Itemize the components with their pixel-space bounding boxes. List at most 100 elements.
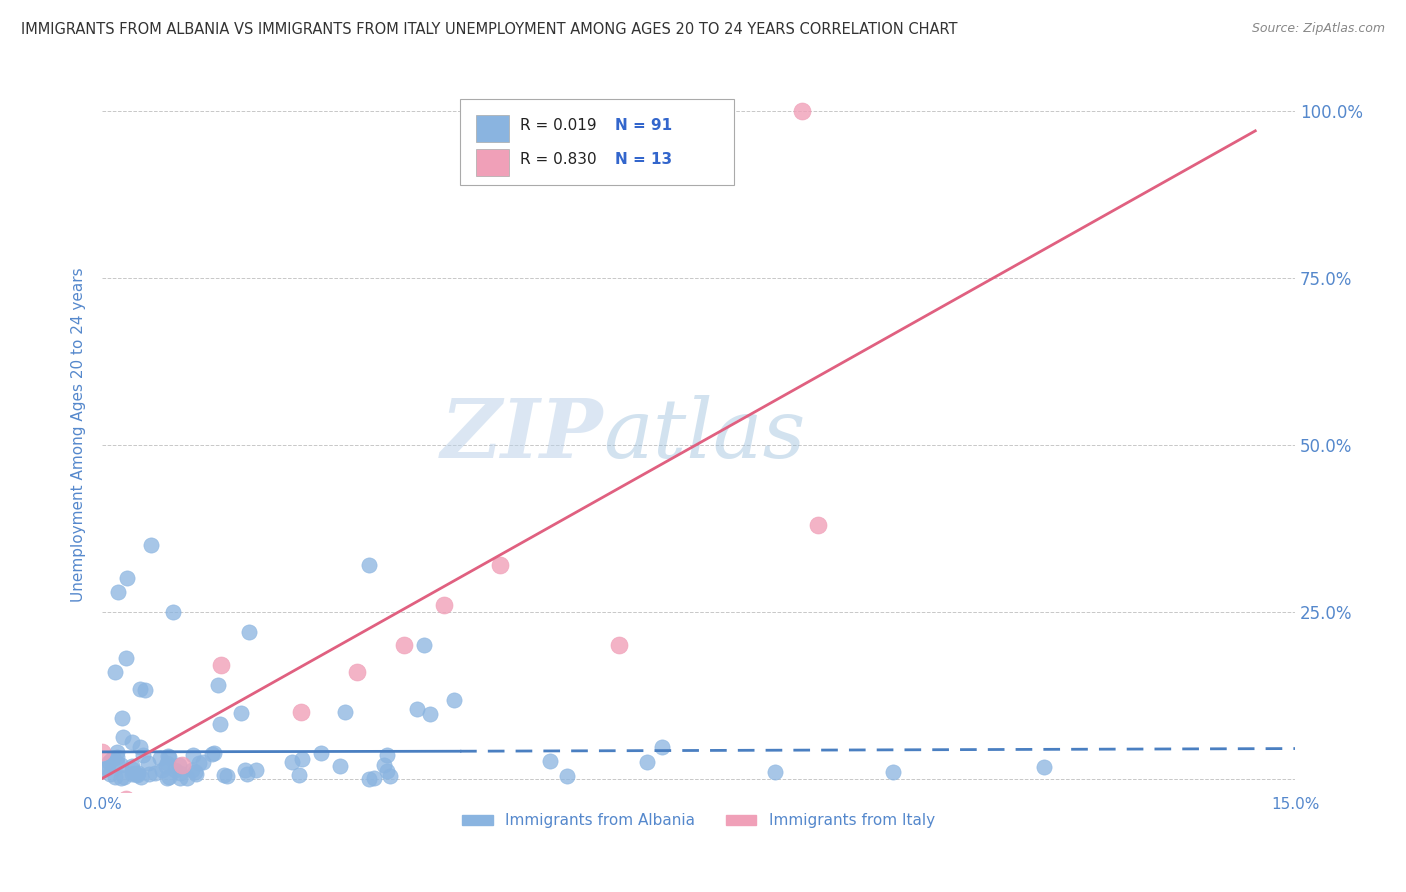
Text: R = 0.019: R = 0.019	[520, 118, 596, 133]
Point	[104, 771, 127, 785]
Point	[159, 770, 181, 784]
Point	[346, 665, 368, 679]
Point	[129, 770, 152, 784]
Point	[115, 791, 138, 805]
Point	[538, 754, 561, 768]
Point	[405, 702, 427, 716]
Point	[125, 766, 148, 780]
Point	[105, 745, 128, 759]
Point	[129, 681, 152, 696]
Point	[138, 766, 160, 780]
Point	[125, 767, 148, 781]
Point	[763, 764, 786, 779]
Point	[250, 805, 273, 819]
Point	[333, 705, 356, 719]
Point	[651, 740, 673, 755]
Point	[139, 538, 162, 552]
Point	[121, 762, 143, 776]
Point	[100, 752, 122, 766]
Point	[121, 758, 143, 772]
Point	[245, 763, 267, 777]
Text: N = 91: N = 91	[614, 118, 672, 133]
Point	[184, 765, 207, 780]
Point	[357, 558, 380, 572]
Point	[165, 763, 187, 777]
Point	[790, 103, 813, 118]
Point	[375, 748, 398, 763]
Point	[169, 766, 191, 780]
Point	[181, 763, 204, 777]
Point	[134, 682, 156, 697]
Point	[107, 584, 129, 599]
Point	[309, 746, 332, 760]
Text: atlas: atlas	[603, 394, 806, 475]
Point	[111, 731, 134, 745]
Point	[129, 739, 152, 754]
Point	[101, 751, 124, 765]
Point	[290, 705, 312, 719]
Point	[170, 758, 193, 772]
Point	[167, 758, 190, 772]
Y-axis label: Unemployment Among Ages 20 to 24 years: Unemployment Among Ages 20 to 24 years	[72, 268, 86, 602]
Point	[91, 762, 114, 776]
Point	[235, 763, 257, 777]
Text: IMMIGRANTS FROM ALBANIA VS IMMIGRANTS FROM ITALY UNEMPLOYMENT AMONG AGES 20 TO 2: IMMIGRANTS FROM ALBANIA VS IMMIGRANTS FR…	[21, 22, 957, 37]
Text: N = 13: N = 13	[614, 152, 672, 167]
Point	[188, 756, 211, 771]
Point	[215, 769, 238, 783]
Point	[162, 605, 184, 619]
Point	[136, 756, 159, 771]
Point	[143, 765, 166, 780]
Point	[121, 735, 143, 749]
Point	[555, 768, 578, 782]
Point	[236, 767, 259, 781]
Point	[882, 764, 904, 779]
Point	[115, 571, 138, 585]
Point	[211, 658, 233, 673]
Point	[105, 749, 128, 764]
Bar	[475, 149, 509, 176]
Point	[112, 770, 135, 784]
Point	[375, 764, 398, 778]
Point	[378, 769, 401, 783]
Point	[373, 758, 395, 772]
Point	[132, 747, 155, 762]
Point	[433, 598, 456, 612]
Legend: Immigrants from Albania, Immigrants from Italy: Immigrants from Albania, Immigrants from…	[457, 807, 941, 834]
Point	[169, 771, 191, 785]
Point	[176, 771, 198, 785]
Point	[359, 772, 381, 786]
Point	[413, 638, 436, 652]
Point	[281, 756, 304, 770]
Point	[105, 756, 128, 771]
Point	[288, 768, 311, 782]
Point	[229, 706, 252, 721]
Point	[159, 749, 181, 764]
Point	[115, 651, 138, 665]
Point	[212, 768, 235, 782]
Point	[156, 756, 179, 770]
Text: ZIP: ZIP	[440, 394, 603, 475]
Point	[98, 766, 121, 780]
Point	[201, 747, 224, 761]
Point	[110, 758, 132, 772]
Point	[419, 707, 441, 722]
Point	[238, 624, 260, 639]
Point	[637, 756, 659, 770]
Point	[209, 716, 232, 731]
Point	[202, 746, 225, 760]
Point	[181, 748, 204, 763]
Point	[394, 638, 416, 652]
Point	[127, 766, 149, 780]
Point	[156, 749, 179, 764]
Point	[121, 767, 143, 781]
Point	[91, 745, 114, 759]
Point	[363, 771, 385, 785]
Point	[291, 752, 314, 766]
Text: R = 0.830: R = 0.830	[520, 152, 596, 167]
Point	[122, 766, 145, 780]
Point	[150, 763, 173, 777]
Point	[98, 755, 121, 769]
Point	[607, 638, 630, 652]
Point	[443, 693, 465, 707]
